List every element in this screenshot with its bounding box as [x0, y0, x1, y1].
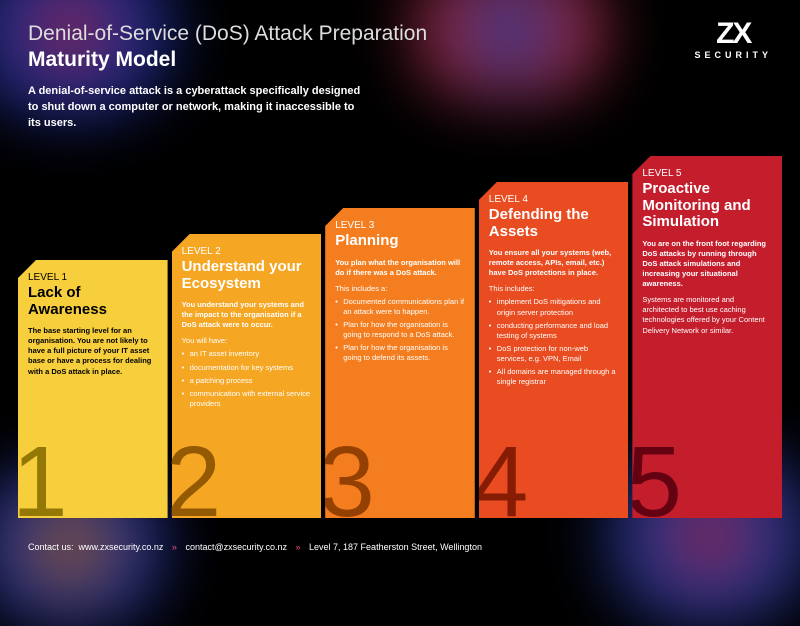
level-subhead: You will have:	[182, 336, 312, 345]
maturity-card-level3: LEVEL 3 Planning You plan what the organis…	[325, 208, 475, 518]
bullet-item: communication with external service prov…	[182, 389, 312, 409]
level-lead: You are on the front foot regarding DoS …	[642, 239, 772, 290]
level-number: 1	[12, 432, 68, 532]
level-title: Defending the Assets	[489, 207, 619, 240]
bullet-item: All domains are managed through a single…	[489, 367, 619, 387]
level-bullets: Documented communications plan if an att…	[335, 297, 465, 364]
maturity-cards: LEVEL 1 Lack of Awareness The base startin…	[18, 156, 782, 518]
bullet-item: conducting performance and load testing …	[489, 321, 619, 341]
maturity-card-level4: LEVEL 4 Defending the Assets You ensure al…	[479, 182, 629, 518]
logo-subtext: SECURITY	[694, 50, 772, 60]
bullet-item: documentation for key systems	[182, 363, 312, 373]
level-bullets: an IT asset inventory documentation for k…	[182, 349, 312, 409]
level-number: 4	[473, 432, 529, 532]
separator-icon: »	[295, 542, 300, 552]
level-title: Proactive Monitoring and Simulation	[642, 181, 772, 231]
header: Denial-of-Service (DoS) Attack Preparati…	[28, 22, 772, 132]
logo-mark: ZX	[694, 20, 772, 47]
page-subtitle: A denial-of-service attack is a cyberatt…	[28, 84, 368, 132]
level-label: LEVEL 2	[182, 246, 312, 257]
level-number: 2	[166, 432, 222, 532]
level-lead: You plan what the organisation will do i…	[335, 258, 465, 278]
maturity-card-level1: LEVEL 1 Lack of Awareness The base startin…	[18, 260, 168, 518]
level-extra: Systems are monitored and architected to…	[642, 295, 772, 336]
level-subhead: This includes a:	[335, 284, 465, 293]
level-label: LEVEL 4	[489, 194, 619, 205]
footer-site: www.zxsecurity.co.nz	[79, 542, 164, 552]
bullet-item: Plan for how the organisation is going t…	[335, 320, 465, 340]
bullet-item: Plan for how the organisation is going t…	[335, 343, 465, 363]
bullet-item: a patching process	[182, 376, 312, 386]
page-title-line2: Maturity Model	[28, 48, 772, 72]
level-title: Planning	[335, 233, 465, 250]
bullet-item: Documented communications plan if an att…	[335, 297, 465, 317]
footer-address: Level 7, 187 Featherston Street, Welling…	[309, 542, 482, 552]
footer: Contact us: www.zxsecurity.co.nz » conta…	[28, 542, 482, 552]
maturity-card-level2: LEVEL 2 Understand your Ecosystem You unde…	[172, 234, 322, 518]
level-lead: You understand your systems and the impa…	[182, 300, 312, 330]
footer-email: contact@zxsecurity.co.nz	[185, 542, 287, 552]
bullet-item: implement DoS mitigations and origin ser…	[489, 297, 619, 317]
level-title: Understand your Ecosystem	[182, 259, 312, 292]
level-label: LEVEL 3	[335, 220, 465, 231]
maturity-card-level5: LEVEL 5 Proactive Monitoring and Simulati…	[632, 156, 782, 518]
page-title-line1: Denial-of-Service (DoS) Attack Preparati…	[28, 22, 772, 46]
level-label: LEVEL 5	[642, 168, 772, 179]
separator-icon: »	[172, 542, 177, 552]
footer-prefix: Contact us:	[28, 542, 74, 552]
level-lead: The base starting level for an organisat…	[28, 326, 158, 377]
level-lead: You ensure all your systems (web, remote…	[489, 248, 619, 278]
level-label: LEVEL 1	[28, 272, 158, 283]
level-subhead: This includes:	[489, 284, 619, 293]
bullet-item: DoS protection for non-web services, e.g…	[489, 344, 619, 364]
bullet-item: an IT asset inventory	[182, 349, 312, 359]
level-number: 3	[319, 432, 375, 532]
level-title: Lack of Awareness	[28, 285, 158, 318]
level-bullets: implement DoS mitigations and origin ser…	[489, 297, 619, 387]
level-number: 5	[626, 432, 682, 532]
logo: ZX SECURITY	[694, 20, 772, 60]
